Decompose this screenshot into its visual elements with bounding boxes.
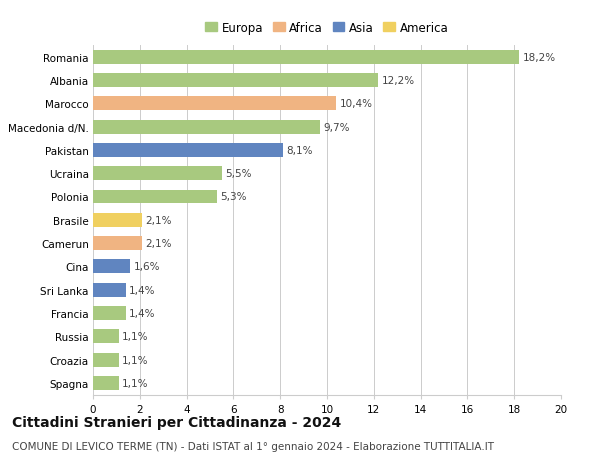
Bar (93, 236, 142, 251)
Text: 10,4%: 10,4% (340, 99, 373, 109)
Text: COMUNE DI LEVICO TERME (TN) - Dati ISTAT al 1° gennaio 2024 - Elaborazione TUTTI: COMUNE DI LEVICO TERME (TN) - Dati ISTAT… (12, 441, 494, 451)
Text: 5,5%: 5,5% (225, 169, 252, 179)
Bar (93, 144, 283, 157)
Bar (93, 353, 119, 367)
Text: 1,1%: 1,1% (122, 331, 149, 341)
Text: 9,7%: 9,7% (323, 122, 350, 132)
Text: 12,2%: 12,2% (382, 76, 415, 86)
Bar (93, 190, 217, 204)
Bar (93, 213, 142, 227)
Text: Cittadini Stranieri per Cittadinanza - 2024: Cittadini Stranieri per Cittadinanza - 2… (12, 415, 341, 429)
Text: 2,1%: 2,1% (146, 215, 172, 225)
Bar (93, 50, 519, 65)
Text: 1,4%: 1,4% (129, 285, 156, 295)
Bar (93, 97, 337, 111)
Text: 1,1%: 1,1% (122, 355, 149, 365)
Bar (93, 330, 119, 344)
Text: 1,1%: 1,1% (122, 378, 149, 388)
Text: 1,6%: 1,6% (134, 262, 160, 272)
Text: 8,1%: 8,1% (286, 146, 313, 156)
Legend: Europa, Africa, Asia, America: Europa, Africa, Asia, America (200, 17, 454, 39)
Text: 2,1%: 2,1% (146, 239, 172, 249)
Text: 1,4%: 1,4% (129, 308, 156, 319)
Bar (93, 120, 320, 134)
Bar (93, 283, 126, 297)
Text: 5,3%: 5,3% (221, 192, 247, 202)
Bar (93, 306, 126, 320)
Bar (93, 74, 379, 88)
Text: 18,2%: 18,2% (523, 52, 556, 62)
Bar (93, 260, 130, 274)
Bar (93, 376, 119, 390)
Bar (93, 167, 222, 181)
